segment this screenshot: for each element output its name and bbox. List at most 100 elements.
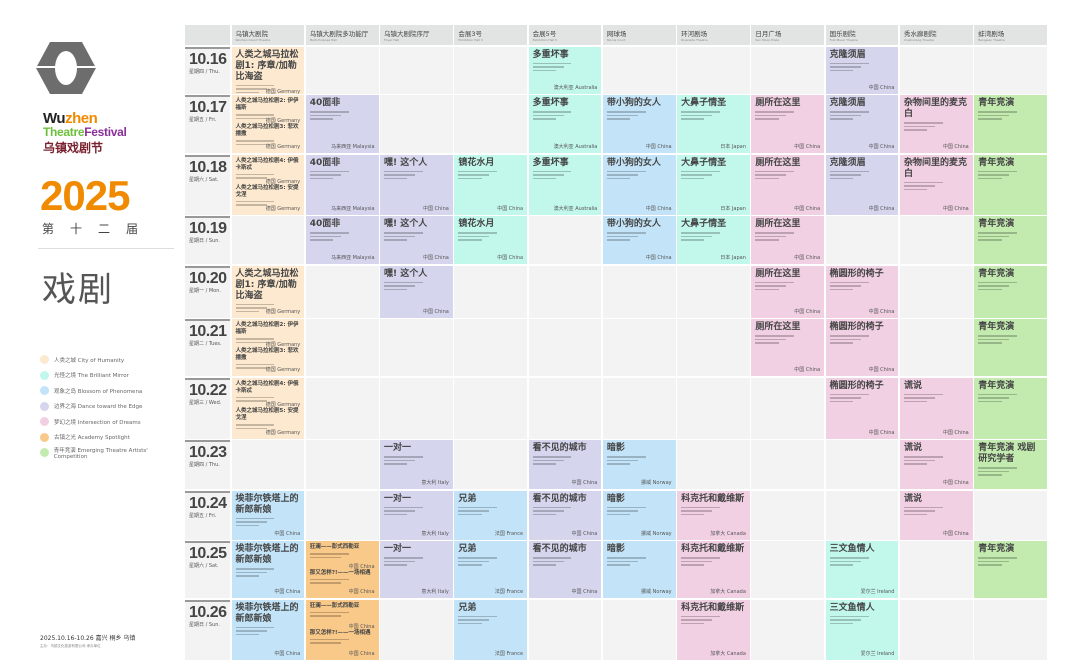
event-show[interactable]: 椭圆形的椅子 中国 China (829, 322, 894, 373)
event-show[interactable]: 科克托和戴维斯 加拿大 Canada (681, 603, 746, 657)
event-cell[interactable]: 40面非 马来西亚 Malaysia (305, 154, 379, 215)
event-cell[interactable]: 大鼻子情圣 日本 Japan (677, 216, 750, 264)
event-show[interactable]: 埃菲尔铁塔上的新郎新娘 中国 China (235, 544, 300, 595)
event-cell[interactable]: 多重坏事 澳大利亚 Australia (528, 46, 602, 94)
event-show[interactable]: 厕所在这里 中国 China (755, 269, 820, 315)
event-cell[interactable]: 40面非 马来西亚 Malaysia (305, 95, 379, 153)
event-cell[interactable]: 带小狗的女人 中国 China (602, 216, 676, 264)
event-cell[interactable]: 杂物间里的麦克白 中国 China (899, 154, 973, 215)
event-show[interactable]: 多重坏事 澳大利亚 Australia (532, 50, 597, 91)
event-show[interactable]: 椭圆形的椅子 中国 China (829, 381, 894, 436)
event-cell[interactable]: 克隆须眉 中国 China (825, 46, 899, 94)
event-show[interactable]: 谎说 中国 China (903, 381, 969, 436)
event-show[interactable]: 克隆须眉 中国 China (829, 98, 894, 150)
event-cell[interactable]: 人类之城马拉松剧2: 伊伊福斯 德国 Germany 人类之城马拉松剧3: 悲欢播撒… (231, 319, 305, 376)
event-show[interactable]: 青年竞演 (978, 381, 1043, 436)
event-show[interactable]: 厕所在这里 中国 China (755, 219, 820, 261)
event-show[interactable]: 大鼻子情圣 日本 Japan (681, 98, 746, 150)
event-cell[interactable]: 青年竞演 (974, 265, 1047, 318)
event-show[interactable]: 40面非 马来西亚 Malaysia (309, 98, 375, 150)
event-show[interactable]: 看不见的城市 中国 China (532, 544, 597, 595)
event-show[interactable]: 一对一 意大利 Italy (384, 544, 449, 595)
event-cell[interactable]: 谎说 中国 China (899, 490, 973, 540)
event-show[interactable]: 一对一 意大利 Italy (384, 443, 449, 486)
event-show[interactable]: 带小狗的女人 中国 China (606, 219, 672, 261)
event-cell[interactable]: 厕所在这里 中国 China (751, 319, 825, 376)
event-show[interactable]: 大鼻子情圣 日本 Japan (681, 219, 746, 261)
event-show[interactable]: 那又怎样?!——一场相遇 中国 China (309, 630, 375, 657)
event-show[interactable]: 人类之城马拉松剧4: 伊俄卡斯忒 德国 Germany (235, 158, 300, 185)
event-show[interactable]: 狂澜——彭式西勒亚 中国 China (309, 603, 375, 630)
event-show[interactable]: 暗影 挪威 Norway (606, 443, 672, 486)
event-show[interactable]: 嘿! 这个人 中国 China (384, 158, 449, 212)
event-show[interactable]: 暗影 挪威 Norway (606, 494, 672, 537)
event-show[interactable]: 杂物间里的麦克白 中国 China (903, 98, 969, 150)
event-cell[interactable]: 看不见的城市 中国 China (528, 541, 602, 598)
event-show[interactable]: 科克托和戴维斯 加拿大 Canada (681, 494, 746, 537)
event-cell[interactable]: 科克托和戴维斯 加拿大 Canada (677, 599, 750, 660)
event-cell[interactable]: 暗影 挪威 Norway (602, 490, 676, 540)
event-cell[interactable]: 多重坏事 澳大利亚 Australia (528, 95, 602, 153)
event-show[interactable]: 看不见的城市 中国 China (532, 494, 597, 537)
event-cell[interactable]: 三文鱼情人 爱尔兰 Ireland (825, 541, 899, 598)
event-cell[interactable]: 青年竞演 (974, 377, 1047, 439)
event-show[interactable]: 杂物间里的麦克白 中国 China (903, 158, 969, 212)
event-show[interactable]: 40面非 马来西亚 Malaysia (309, 158, 375, 212)
event-show[interactable]: 埃菲尔铁塔上的新郎新娘 中国 China (235, 603, 300, 657)
event-cell[interactable]: 青年竞演 (974, 95, 1047, 153)
event-show[interactable]: 青年竞演 (978, 219, 1043, 261)
event-cell[interactable]: 狂澜——彭式西勒亚 中国 China 那又怎样?!——一场相遇 中国 China (305, 599, 379, 660)
event-show[interactable]: 三文鱼情人 爱尔兰 Ireland (829, 603, 894, 657)
event-show[interactable]: 兄弟 法国 France (458, 603, 523, 657)
event-cell[interactable]: 青年竞演 (974, 216, 1047, 264)
event-show[interactable]: 那又怎样?!——一场相遇 中国 China (309, 570, 375, 595)
event-show[interactable]: 镜花水月 中国 China (458, 219, 523, 261)
event-show[interactable]: 人类之城马拉松剧5: 安提戈涅 德国 Germany (235, 408, 300, 436)
event-show[interactable]: 厕所在这里 中国 China (755, 98, 820, 150)
event-show[interactable]: 嘿! 这个人 中国 China (384, 269, 449, 315)
event-show[interactable]: 三文鱼情人 爱尔兰 Ireland (829, 544, 894, 595)
event-cell[interactable]: 青年竞演 (974, 154, 1047, 215)
event-show[interactable]: 多重坏事 澳大利亚 Australia (532, 98, 597, 150)
event-show[interactable]: 谎说 中国 China (903, 494, 969, 537)
event-show[interactable]: 青年竞演 (978, 98, 1043, 150)
event-cell[interactable]: 青年竞演 戏剧研究学者 (974, 440, 1047, 489)
event-cell[interactable]: 狂澜——彭式西勒亚 中国 China 那又怎样?!——一场相遇 中国 China (305, 541, 379, 598)
event-cell[interactable]: 谎说 中国 China (899, 440, 973, 489)
event-show[interactable]: 兄弟 法国 France (458, 544, 523, 595)
event-cell[interactable]: 杂物间里的麦克白 中国 China (899, 95, 973, 153)
event-show[interactable]: 人类之城马拉松剧3: 悲欢播撒 德国 Germany (235, 348, 300, 373)
event-show[interactable]: 埃菲尔铁塔上的新郎新娘 中国 China (235, 494, 300, 537)
event-cell[interactable]: 科克托和戴维斯 加拿大 Canada (677, 490, 750, 540)
event-show[interactable]: 克隆须眉 中国 China (829, 158, 894, 212)
event-cell[interactable]: 人类之城马拉松剧2: 伊伊福斯 德国 Germany 人类之城马拉松剧3: 悲欢播撒… (231, 95, 305, 153)
event-cell[interactable]: 埃菲尔铁塔上的新郎新娘 中国 China (231, 599, 305, 660)
event-cell[interactable]: 人类之城马拉松剧4: 伊俄卡斯忒 德国 Germany 人类之城马拉松剧5: 安提戈… (231, 154, 305, 215)
event-cell[interactable]: 看不见的城市 中国 China (528, 440, 602, 489)
event-cell[interactable]: 40面非 马来西亚 Malaysia (305, 216, 379, 264)
event-show[interactable]: 多重坏事 澳大利亚 Australia (532, 158, 597, 212)
event-cell[interactable]: 嘿! 这个人 中国 China (380, 265, 453, 318)
event-show[interactable]: 人类之城马拉松剧4: 伊俄卡斯忒 德国 Germany (235, 381, 300, 408)
event-cell[interactable]: 大鼻子情圣 日本 Japan (677, 154, 750, 215)
event-cell[interactable]: 暗影 挪威 Norway (602, 440, 676, 489)
event-show[interactable]: 带小狗的女人 中国 China (606, 98, 672, 150)
event-show[interactable]: 青年竞演 戏剧研究学者 (978, 443, 1043, 486)
event-cell[interactable]: 嘿! 这个人 中国 China (380, 154, 453, 215)
event-cell[interactable]: 厕所在这里 中国 China (751, 95, 825, 153)
event-cell[interactable]: 克隆须眉 中国 China (825, 95, 899, 153)
event-cell[interactable]: 厕所在这里 中国 China (751, 154, 825, 215)
event-cell[interactable]: 谎说 中国 China (899, 377, 973, 439)
event-show[interactable]: 镜花水月 中国 China (458, 158, 523, 212)
event-show[interactable]: 兄弟 法国 France (458, 494, 523, 537)
event-cell[interactable]: 埃菲尔铁塔上的新郎新娘 中国 China (231, 541, 305, 598)
event-cell[interactable]: 人类之城马拉松剧4: 伊俄卡斯忒 德国 Germany 人类之城马拉松剧5: 安提戈… (231, 377, 305, 439)
event-show[interactable]: 厕所在这里 中国 China (755, 158, 820, 212)
event-show[interactable]: 谎说 中国 China (903, 443, 969, 486)
event-cell[interactable]: 看不见的城市 中国 China (528, 490, 602, 540)
event-cell[interactable]: 一对一 意大利 Italy (380, 541, 453, 598)
event-show[interactable]: 人类之城马拉松剧2: 伊伊福斯 德国 Germany (235, 322, 300, 348)
event-show[interactable]: 看不见的城市 中国 China (532, 443, 597, 486)
event-cell[interactable]: 带小狗的女人 中国 China (602, 95, 676, 153)
event-show[interactable]: 狂澜——彭式西勒亚 中国 China (309, 544, 375, 570)
